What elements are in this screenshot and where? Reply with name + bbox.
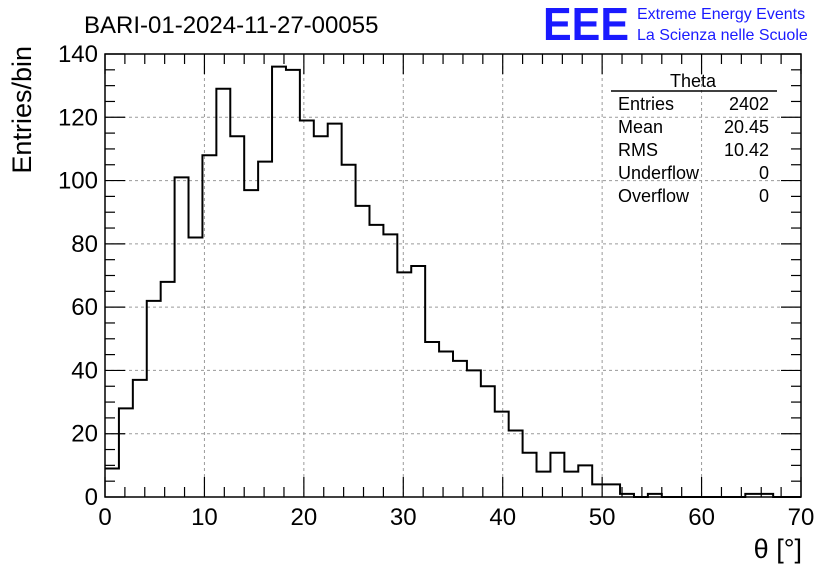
y-tick-label: 0 <box>85 484 98 511</box>
y-tick-label: 20 <box>71 421 98 448</box>
y-tick-label: 80 <box>71 231 98 258</box>
plot-frame <box>104 53 802 498</box>
stats-row-value: 20.45 <box>724 117 769 137</box>
x-tick-label: 60 <box>688 504 715 531</box>
logo-line-2: La Scienza nelle Scuole <box>637 27 808 44</box>
y-axis-label: Entries/bin <box>7 46 37 174</box>
x-tick-labels: 0 10 20 30 40 50 60 70 <box>98 504 814 531</box>
y-tick-label: 140 <box>58 41 98 68</box>
stats-row-value: 2402 <box>729 94 769 114</box>
x-tick-label: 40 <box>489 504 516 531</box>
run-title: BARI-01-2024-11-27-00055 <box>84 12 378 39</box>
stats-box: Theta Entries 2402 Mean 20.45 RMS 10.42 Underf… <box>611 71 777 206</box>
stats-row-label: Overflow <box>618 186 690 206</box>
y-tick-labels: 0 20 40 60 80 100 120 140 <box>58 41 98 511</box>
stats-row-label: Underflow <box>618 163 700 183</box>
grid-lines <box>105 54 801 497</box>
x-tick-label: 10 <box>191 504 218 531</box>
x-tick-label: 50 <box>589 504 616 531</box>
stats-row-label: RMS <box>618 140 658 160</box>
x-tick-label: 20 <box>291 504 318 531</box>
eee-logo: EEE Extreme Energy Events La Scienza nel… <box>543 0 808 50</box>
eee-logo-mark: EEE <box>543 0 629 50</box>
y-tick-label: 120 <box>58 104 98 131</box>
stats-row-label: Entries <box>618 94 674 114</box>
stats-row-value: 10.42 <box>724 140 769 160</box>
stats-row-value: 0 <box>759 163 769 183</box>
logo-line-1: Extreme Energy Events <box>637 6 805 23</box>
x-tick-label: 0 <box>98 504 111 531</box>
stats-title: Theta <box>670 71 717 91</box>
x-tick-label: 70 <box>788 504 815 531</box>
stats-row-value: 0 <box>759 186 769 206</box>
x-axis-label: θ [°] <box>754 534 802 564</box>
x-tick-label: 30 <box>390 504 417 531</box>
y-tick-label: 40 <box>71 357 98 384</box>
histogram-series <box>105 65 801 498</box>
y-tick-label: 100 <box>58 168 98 195</box>
axis-ticks <box>104 53 802 498</box>
y-tick-label: 60 <box>71 294 98 321</box>
stats-row-label: Mean <box>618 117 663 137</box>
